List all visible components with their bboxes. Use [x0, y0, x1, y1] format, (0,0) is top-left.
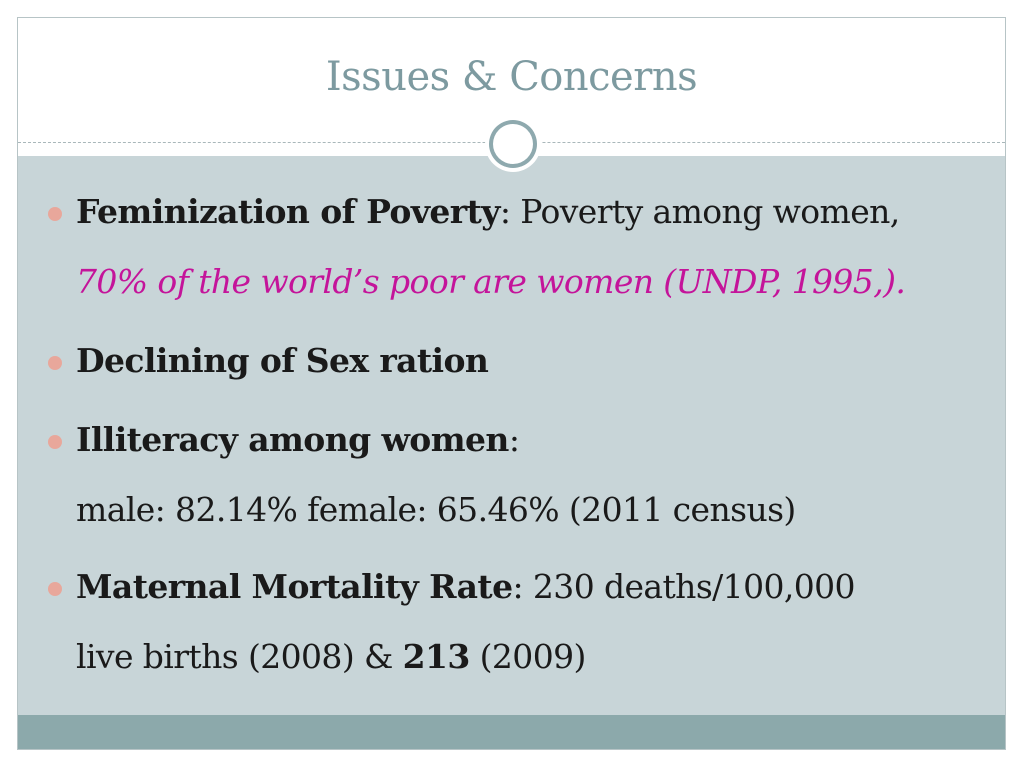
slide-title: Issues & Concerns	[325, 54, 698, 100]
list-item-sex-ratio: Declining of Sex ration	[76, 341, 489, 380]
slide: Issues & Concerns Feminization of Povert…	[17, 17, 1006, 750]
bullet-dot-icon	[48, 582, 62, 596]
list-item-illiteracy: Illiteracy among women:	[76, 420, 520, 459]
item-separator: :	[512, 567, 524, 606]
bullet-dot-icon	[48, 435, 62, 449]
continuation-post: (2009)	[469, 637, 587, 676]
circle-emblem-ring	[489, 120, 537, 168]
continuation-bold: 213	[402, 637, 471, 676]
item-term: Maternal Mortality Rate	[76, 567, 513, 606]
item-text: Poverty among women,	[510, 192, 900, 231]
list-item-maternal-mortality: Maternal Mortality Rate: 230 deaths/100,…	[76, 567, 856, 606]
circle-emblem-icon	[485, 116, 541, 172]
item-separator: :	[508, 420, 520, 459]
item-term: Declining of Sex ration	[76, 341, 489, 380]
item-continuation: male: 82.14% female: 65.46% (2011 census…	[76, 490, 796, 529]
item-continuation: live births (2008) & 213 (2009)	[76, 637, 586, 676]
item-term: Feminization of Poverty	[76, 192, 500, 231]
footer-bar	[18, 715, 1005, 749]
bullet-dot-icon	[48, 207, 62, 221]
item-continuation: 70% of the world’s poor are women (UNDP,…	[76, 262, 906, 301]
continuation-pre: live births (2008) &	[76, 637, 403, 676]
circle-emblem-center	[493, 124, 533, 164]
list-item-feminization: Feminization of Poverty: Poverty among w…	[76, 192, 900, 231]
item-term: Illiteracy among women	[76, 420, 509, 459]
item-text: 230 deaths/100,000	[523, 567, 856, 606]
item-separator: :	[499, 192, 511, 231]
bullet-dot-icon	[48, 356, 62, 370]
